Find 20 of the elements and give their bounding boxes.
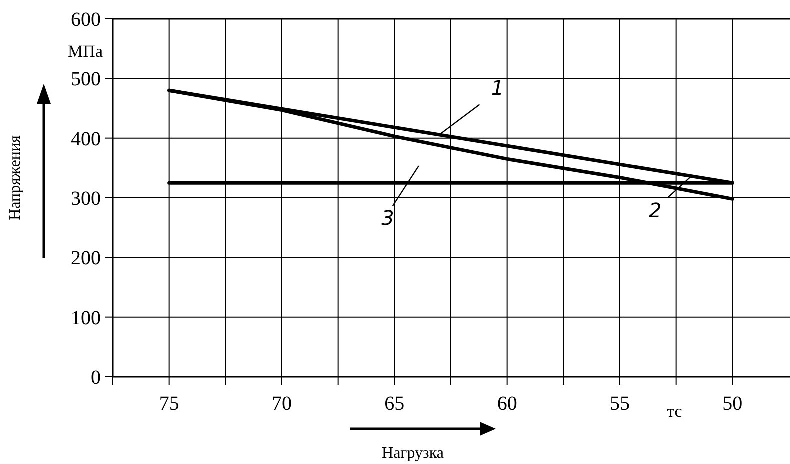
y-tick-label: 500 [71,68,101,91]
x-tick-label: 75 [159,393,180,415]
y-tick-label: 200 [71,248,101,270]
y-tick-label: 100 [71,307,101,330]
y-axis-title: Напряжения [7,134,24,220]
y-tick-label: 400 [71,128,101,150]
x-tick-label: 70 [272,393,292,415]
x-tick-label: 65 [384,393,405,415]
annotation: 2 [648,198,662,222]
annotation: 3 [382,206,394,230]
y-tick-label: 0 [91,367,101,389]
x-tick-label: 50 [722,393,743,415]
y-tick-label: 600 [71,9,101,31]
x-tick-label: 60 [497,393,518,415]
y-tick-label: 300 [71,188,101,210]
text: тс [667,402,683,421]
x-tick-label: 55 [610,393,630,415]
annotation: 1 [491,76,504,100]
text: МПа [68,42,104,61]
x-axis-title: Нагрузка [382,445,444,462]
